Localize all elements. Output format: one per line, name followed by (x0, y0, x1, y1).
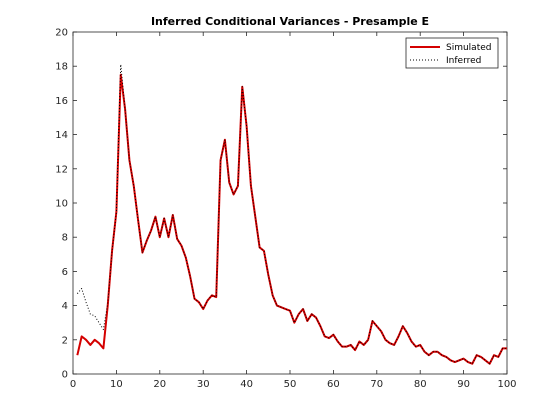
y-tick-label: 2 (62, 335, 68, 346)
series-line-inferred (76, 63, 507, 365)
y-tick-label: 4 (62, 301, 68, 312)
x-tick-label: 90 (457, 379, 470, 390)
legend-box (405, 37, 499, 69)
x-tick-label: 20 (153, 379, 166, 390)
legend-label-inferred: Inferred (446, 56, 481, 66)
chart-title: Inferred Conditional Variances - Presamp… (151, 15, 429, 28)
y-tick-label: 16 (55, 96, 68, 107)
legend-label-simulated: Simulated (446, 43, 491, 53)
y-tick-label: 8 (62, 233, 68, 244)
x-tick-label: 30 (197, 379, 210, 390)
x-tick-label: 80 (414, 379, 427, 390)
plot-area: 0 10 20 30 40 50 60 70 80 90 100 0 2 4 6 8 10 12 14 16 18 20 (55, 28, 516, 391)
x-tick-label: 100 (497, 379, 516, 390)
x-tick-label: 0 (70, 379, 76, 390)
y-tick-label: 10 (55, 199, 68, 210)
x-tick-label: 70 (370, 379, 383, 390)
y-tick-label: 6 (62, 267, 68, 278)
legend: Simulated Inferred (405, 37, 499, 69)
x-tick-label: 60 (327, 379, 340, 390)
y-tick-label: 12 (55, 164, 68, 175)
x-tick-label: 50 (284, 379, 297, 390)
x-tick-label: 10 (110, 379, 123, 390)
y-tick-label: 20 (55, 28, 68, 39)
y-tick-label: 14 (55, 130, 68, 141)
x-tick-label: 40 (240, 379, 253, 390)
y-tick-label: 0 (62, 370, 68, 381)
y-tick-label: 18 (55, 62, 68, 73)
